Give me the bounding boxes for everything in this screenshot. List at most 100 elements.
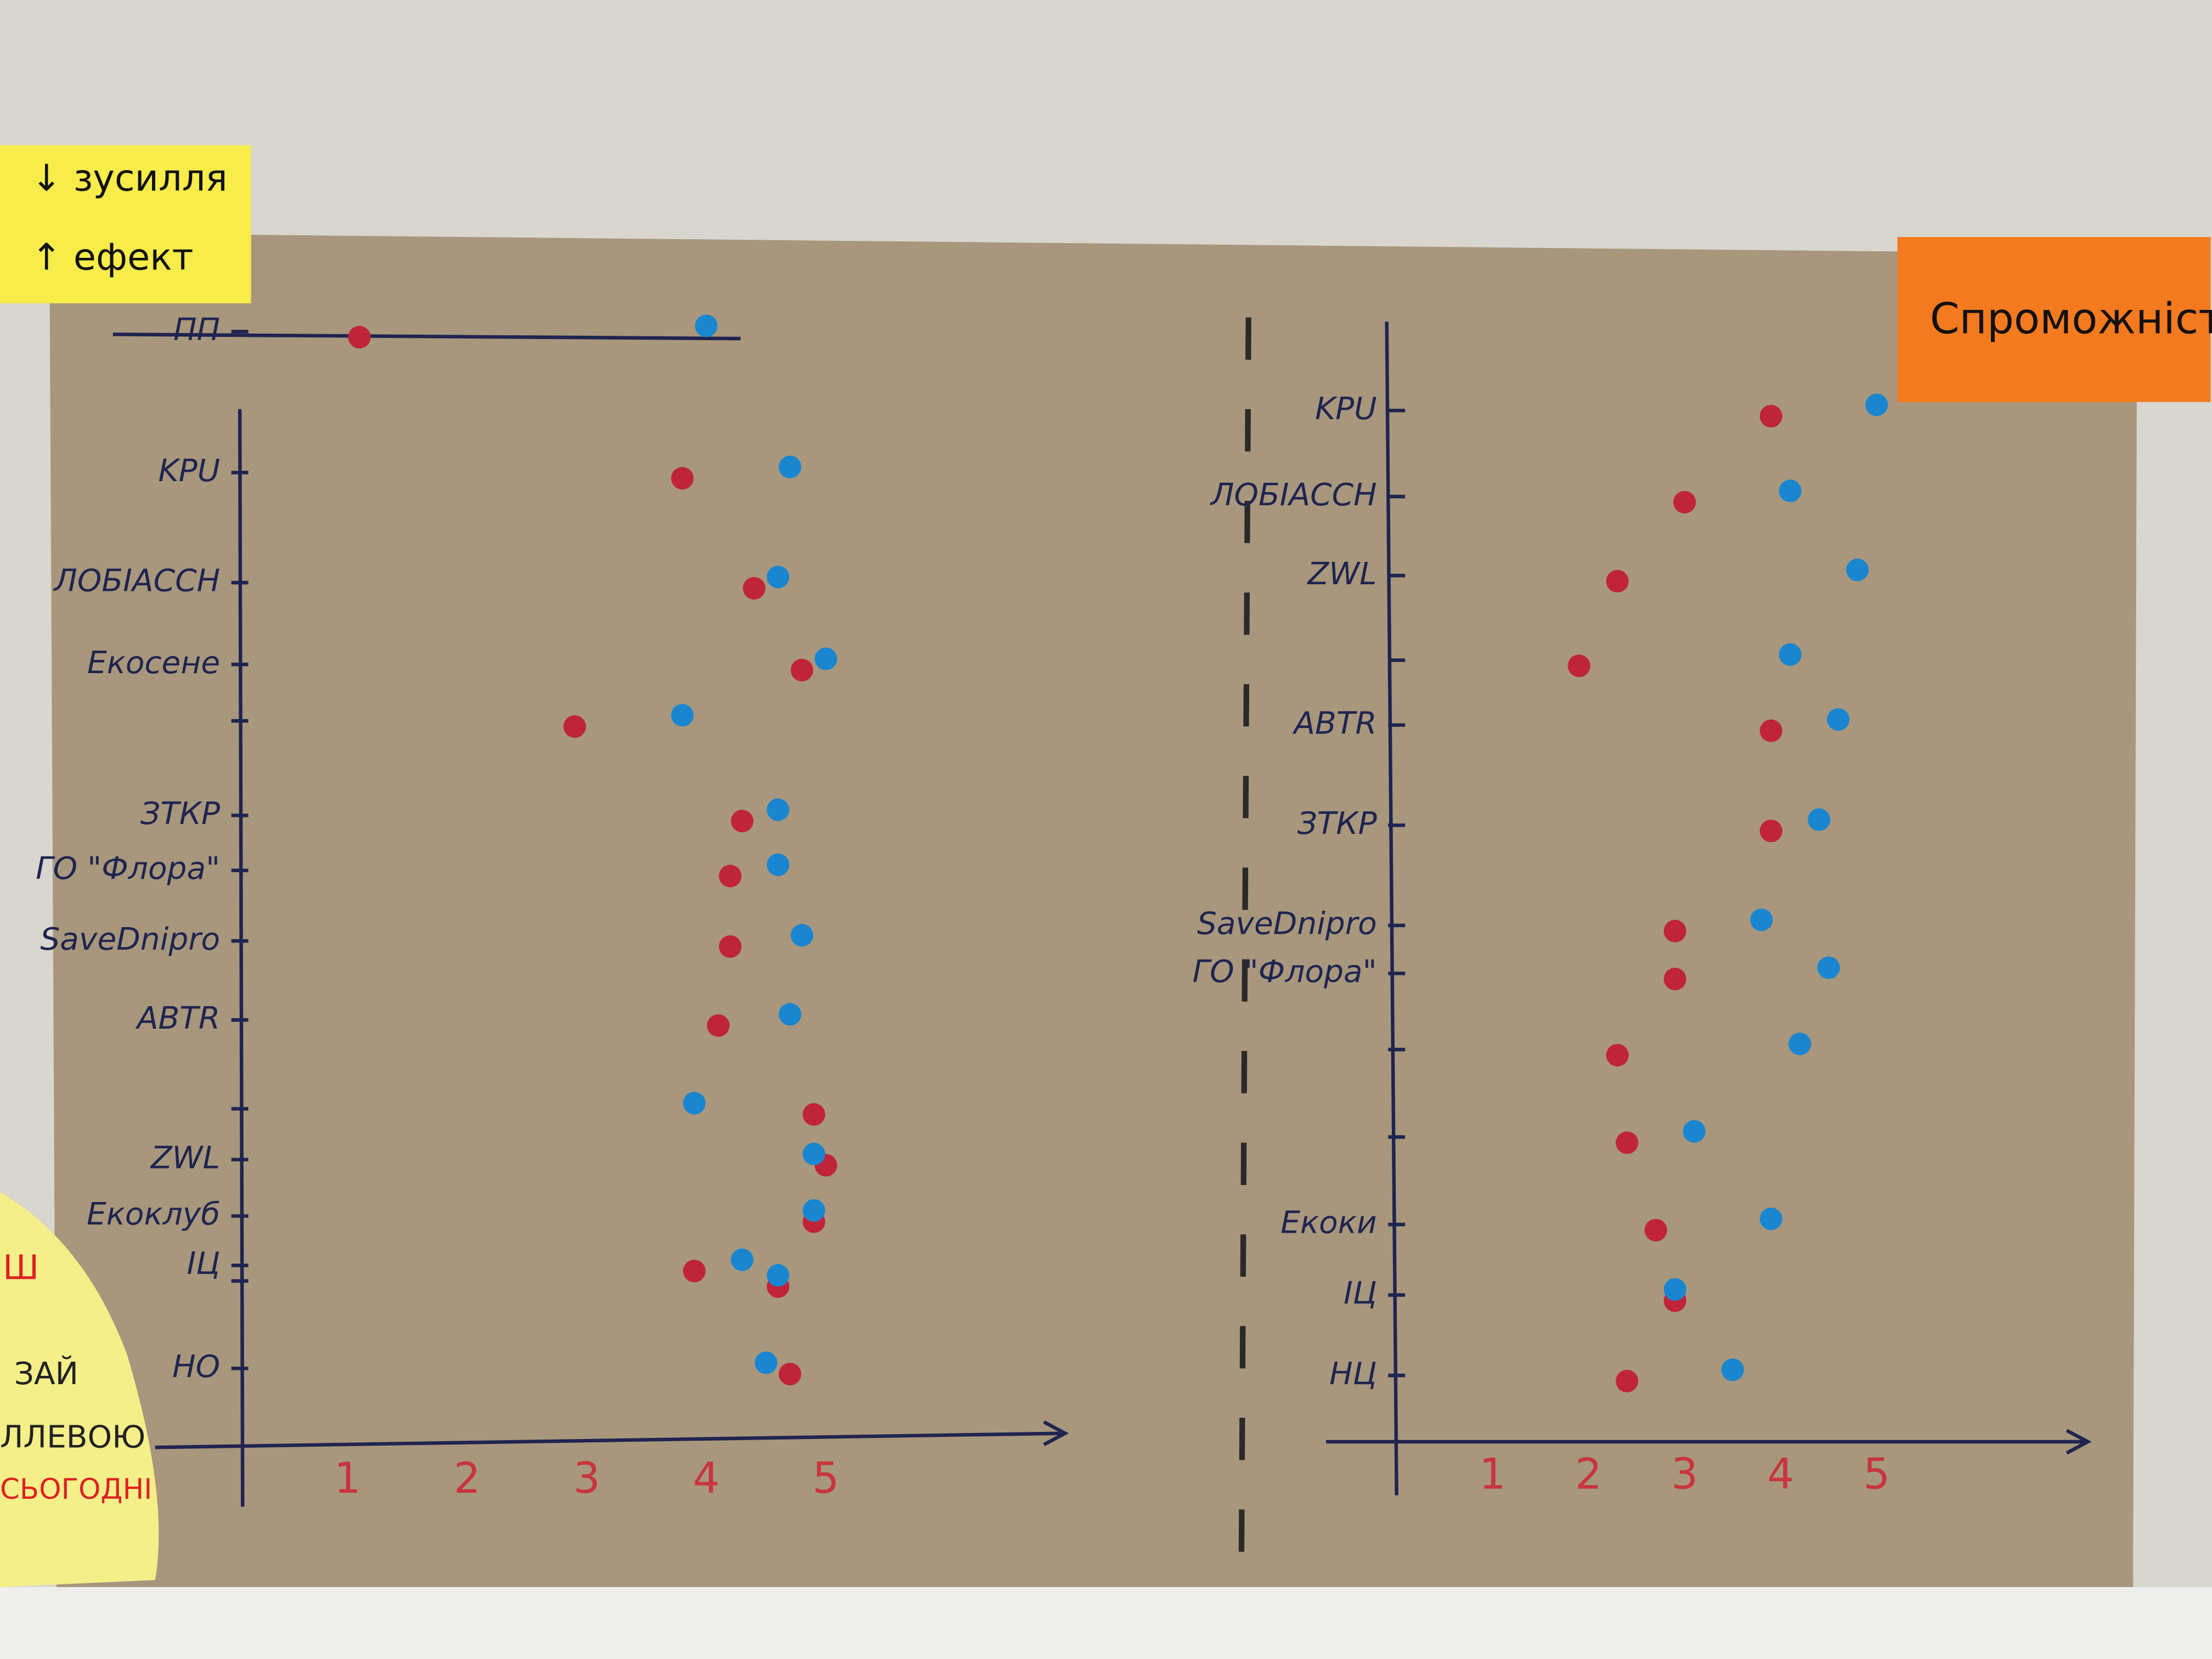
y-tick-label: ABTR — [135, 1000, 220, 1036]
y-tick-label: SaveDnipro — [1197, 905, 1377, 941]
axis-line — [112, 332, 741, 341]
dot — [743, 577, 766, 600]
dot — [1663, 919, 1686, 943]
dot — [1663, 1278, 1686, 1301]
y-tick-label: ГО "Флора" — [36, 850, 220, 887]
kraft-paper — [49, 233, 2137, 1601]
dot — [1827, 708, 1850, 731]
dot — [1788, 1032, 1812, 1056]
dot — [1759, 1207, 1782, 1231]
dot — [1683, 1120, 1706, 1143]
y-tick-label: SaveDnipro — [40, 921, 220, 957]
x-tick-label: 3 — [1671, 1449, 1698, 1499]
x-tick-label: 1 — [1479, 1449, 1506, 1499]
dot — [1759, 719, 1782, 742]
x-tick-label: 1 — [334, 1454, 361, 1503]
axes — [112, 321, 2092, 1507]
y-tick-label: ABTR — [1291, 705, 1376, 741]
sticky-note-left — [0, 1192, 159, 1587]
dot — [1567, 654, 1590, 678]
dot — [803, 1199, 826, 1222]
separator — [1238, 317, 1251, 1566]
y-tick-label: НО — [172, 1348, 220, 1385]
dot — [1759, 820, 1782, 843]
y-tick-label: ЗТКР — [1297, 805, 1377, 842]
sticky-note-orange — [1897, 237, 2211, 402]
note-text: ЛЛЕВОЮ — [0, 1419, 145, 1455]
y-tick-label: ЛОБІАССН — [53, 563, 220, 599]
dot — [791, 924, 814, 947]
y-tick-label: Екоклуб — [87, 1196, 220, 1232]
dot — [1846, 558, 1869, 582]
dot — [707, 1014, 730, 1037]
axis-arrow — [2066, 1429, 2092, 1455]
y-tick-label: ІЦ — [187, 1245, 221, 1282]
y-tick-label: ІЦ — [1344, 1275, 1377, 1311]
dot — [731, 1248, 754, 1271]
note-text: Ш — [3, 1248, 39, 1287]
dot — [1616, 1369, 1639, 1392]
x-tick-label: 2 — [1575, 1449, 1602, 1499]
dot — [766, 798, 789, 821]
dot — [766, 566, 789, 589]
dot — [1606, 1043, 1629, 1066]
sticky-note-yellow — [0, 145, 251, 303]
dot — [814, 647, 837, 670]
dot — [1817, 956, 1840, 979]
y-tick-label: KPU — [159, 453, 221, 489]
y-tick-label: НЦ — [1329, 1356, 1376, 1392]
dot — [695, 314, 718, 337]
dot — [1673, 490, 1696, 514]
y-tick-label: ЛОБІАССН — [1210, 477, 1377, 513]
y-tick-label: ЗТКР — [140, 795, 220, 832]
x-tick-label: 2 — [454, 1454, 481, 1503]
y-tick-label: ZWL — [1307, 556, 1377, 592]
dot — [1663, 968, 1686, 991]
note-text: СЬОГОДНІ — [0, 1473, 152, 1506]
dot — [719, 935, 742, 958]
dot — [1865, 393, 1888, 416]
y-tick-label: Екосене — [87, 645, 220, 681]
note-text: ↑ ефект — [31, 236, 194, 279]
x-tick-label: 4 — [693, 1454, 720, 1503]
y-tick-label: ZWL — [150, 1139, 220, 1176]
y-tick-label: ГО "Флора" — [1193, 953, 1377, 990]
note-text: ЗАЙ — [14, 1355, 78, 1392]
x-tick-label: 4 — [1767, 1449, 1794, 1499]
axis-line — [155, 1431, 1065, 1449]
dot — [766, 1264, 789, 1287]
dot — [1616, 1131, 1639, 1154]
x-tick-label: 5 — [1863, 1449, 1890, 1499]
dot — [1750, 909, 1773, 932]
dot — [683, 1260, 706, 1283]
note-text: Спроможність — [1930, 294, 2212, 343]
dot — [803, 1142, 826, 1165]
x-tick-label: 3 — [573, 1454, 600, 1503]
dot — [766, 853, 789, 876]
axis-arrow — [1043, 1420, 1069, 1446]
y-tick-label: Екоки — [1280, 1205, 1376, 1241]
bottom-papers — [0, 1587, 2212, 1659]
dot — [754, 1351, 777, 1374]
dot — [778, 455, 802, 478]
dot — [778, 1363, 802, 1386]
dot — [1779, 643, 1802, 666]
dot — [1779, 479, 1802, 503]
dot — [1606, 569, 1629, 592]
dot — [671, 467, 694, 490]
note-text: ↓ зусилля — [31, 157, 228, 200]
dot — [791, 658, 814, 681]
dot — [1808, 808, 1831, 831]
dot — [563, 715, 586, 738]
dot — [348, 326, 371, 349]
dot — [683, 1092, 706, 1115]
dot — [1644, 1218, 1667, 1242]
dot — [1721, 1358, 1744, 1381]
axis-line — [238, 409, 245, 1507]
dot — [1759, 405, 1782, 428]
dot — [803, 1103, 826, 1126]
dot — [719, 865, 742, 888]
dot — [731, 810, 754, 833]
axis-line — [1385, 321, 1398, 1496]
